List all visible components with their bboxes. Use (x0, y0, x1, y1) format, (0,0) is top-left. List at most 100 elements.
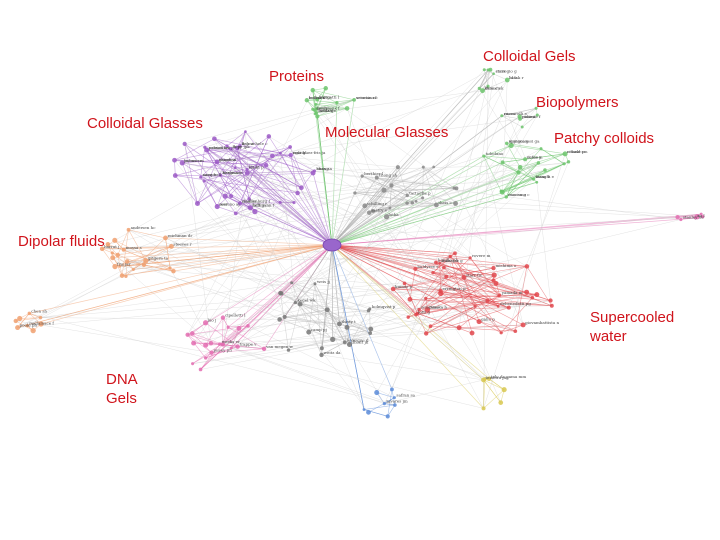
cross-edge (456, 188, 524, 326)
node-middle (290, 281, 294, 285)
node-label: pusey pn (214, 348, 233, 353)
edge-patchy-colloids (502, 162, 539, 193)
label-supercooled-water: Supercooled water (590, 309, 675, 345)
node-proteins (314, 102, 318, 106)
edge-blue (363, 404, 395, 410)
cross-edge (226, 145, 447, 277)
node-molecular-glasses (383, 214, 390, 220)
node-dipolar-fluids (119, 273, 125, 278)
node-biopolymers (500, 114, 504, 118)
node-dna-gels (261, 346, 267, 352)
cross-edge (184, 143, 226, 197)
edge-colloidal-glasses (175, 175, 198, 204)
node-colloidal-glasses (292, 200, 296, 205)
node-label: laudahl (318, 108, 334, 113)
node-patchy-colloids (482, 154, 486, 158)
edge-patchy-colloids (501, 163, 565, 192)
node-dna-gels (204, 356, 208, 360)
node-far-right (699, 212, 703, 216)
node-colloidal-glasses (182, 141, 187, 147)
edge-colloidal-gels (479, 69, 491, 89)
edge-molecular-glasses (376, 177, 423, 199)
node-colloidal-glasses (278, 151, 282, 155)
node-biopolymers (535, 113, 539, 117)
edge-colloidal-glasses (174, 138, 215, 161)
node-colloidal-glasses (252, 208, 258, 215)
cross-edge (314, 110, 391, 209)
edge-yellow (483, 379, 501, 403)
node-proteins (313, 112, 317, 116)
edge-supercooled-water (427, 307, 509, 311)
edge-far-left (29, 313, 41, 318)
node-label: dhont jk (352, 339, 369, 344)
label-proteins: Proteins (269, 68, 325, 85)
hub-edge-supercooled-water (331, 244, 499, 307)
node-label: yamada m (501, 290, 523, 295)
edge-supercooled-water (425, 294, 537, 299)
node-label: starr fw (466, 272, 483, 277)
edge-patchy-colloids (502, 148, 542, 193)
node-supercooled-water (390, 286, 396, 292)
cross-edge (272, 155, 398, 168)
node-middle (286, 348, 291, 352)
cross-edge (117, 237, 166, 256)
cross-edge (316, 99, 355, 109)
edge-supercooled-water (449, 256, 502, 333)
cross-edge (107, 166, 434, 245)
hub-edge-far-left (17, 244, 333, 328)
node-molecular-glasses (410, 201, 415, 205)
node-biopolymers (520, 125, 524, 129)
edge-middle (308, 283, 316, 333)
cross-edge (224, 196, 346, 343)
cross-edge (393, 288, 516, 332)
node-label: rovigatti l (319, 94, 340, 99)
node-supercooled-water (456, 325, 462, 331)
node-molecular-glasses (395, 165, 400, 170)
cross-edge (222, 212, 370, 345)
node-label: corsegio g (496, 69, 517, 74)
node-middle (319, 346, 324, 351)
node-label: cardinaux f (317, 105, 340, 110)
edge-proteins (315, 104, 348, 109)
node-labels: lu b kumar sk corsegio g sciortino f mossa a… (20, 69, 706, 404)
hub-edge-colloidal-glasses (280, 152, 333, 246)
node-label: zhang (316, 166, 329, 171)
cross-edge (119, 266, 488, 301)
node-supercooled-water (424, 296, 428, 301)
node-colloidal-gels (480, 88, 485, 94)
node-label: la nave e (184, 158, 203, 163)
hub-edge-colloidal-glasses (245, 131, 333, 246)
node-colloidal-glasses (266, 134, 272, 139)
cross-edge (490, 69, 534, 180)
node-far-left (25, 323, 29, 328)
node-dipolar-fluids (124, 259, 130, 264)
node-label: barrat j (104, 244, 119, 249)
node-middle (293, 300, 297, 305)
cross-edge (349, 108, 537, 345)
node-label: chauhan (219, 157, 237, 162)
cross-edge (314, 113, 416, 270)
hub-edge-colloidal-glasses (204, 146, 333, 246)
cross-edge (112, 257, 212, 344)
cross-edge (391, 185, 426, 299)
cross-edge (392, 69, 489, 290)
node-colloidal-glasses (237, 201, 242, 206)
node-label: sastry s (371, 208, 387, 213)
node-label: safran sa (396, 393, 415, 398)
hub-edge-proteins (331, 99, 355, 246)
node-colloidal-glasses (288, 152, 293, 158)
node-colloidal-gels (492, 72, 495, 76)
cross-edge (200, 177, 417, 315)
node-patchy-colloids (543, 168, 547, 172)
cross-edge (214, 138, 285, 317)
node-colloidal-glasses (244, 130, 247, 133)
edge-colloidal-glasses (184, 143, 237, 214)
hub-edge-patchy-colloids (331, 145, 512, 246)
hub-edge-biopolymers (331, 116, 520, 246)
label-dipolar-fluids: Dipolar fluids (18, 233, 105, 250)
edge-middle (280, 292, 348, 328)
hub-edge-colloidal-glasses (214, 138, 333, 246)
edge-supercooled-water (454, 253, 480, 322)
edge-middle (321, 342, 345, 356)
node-label: liu h (249, 165, 258, 170)
